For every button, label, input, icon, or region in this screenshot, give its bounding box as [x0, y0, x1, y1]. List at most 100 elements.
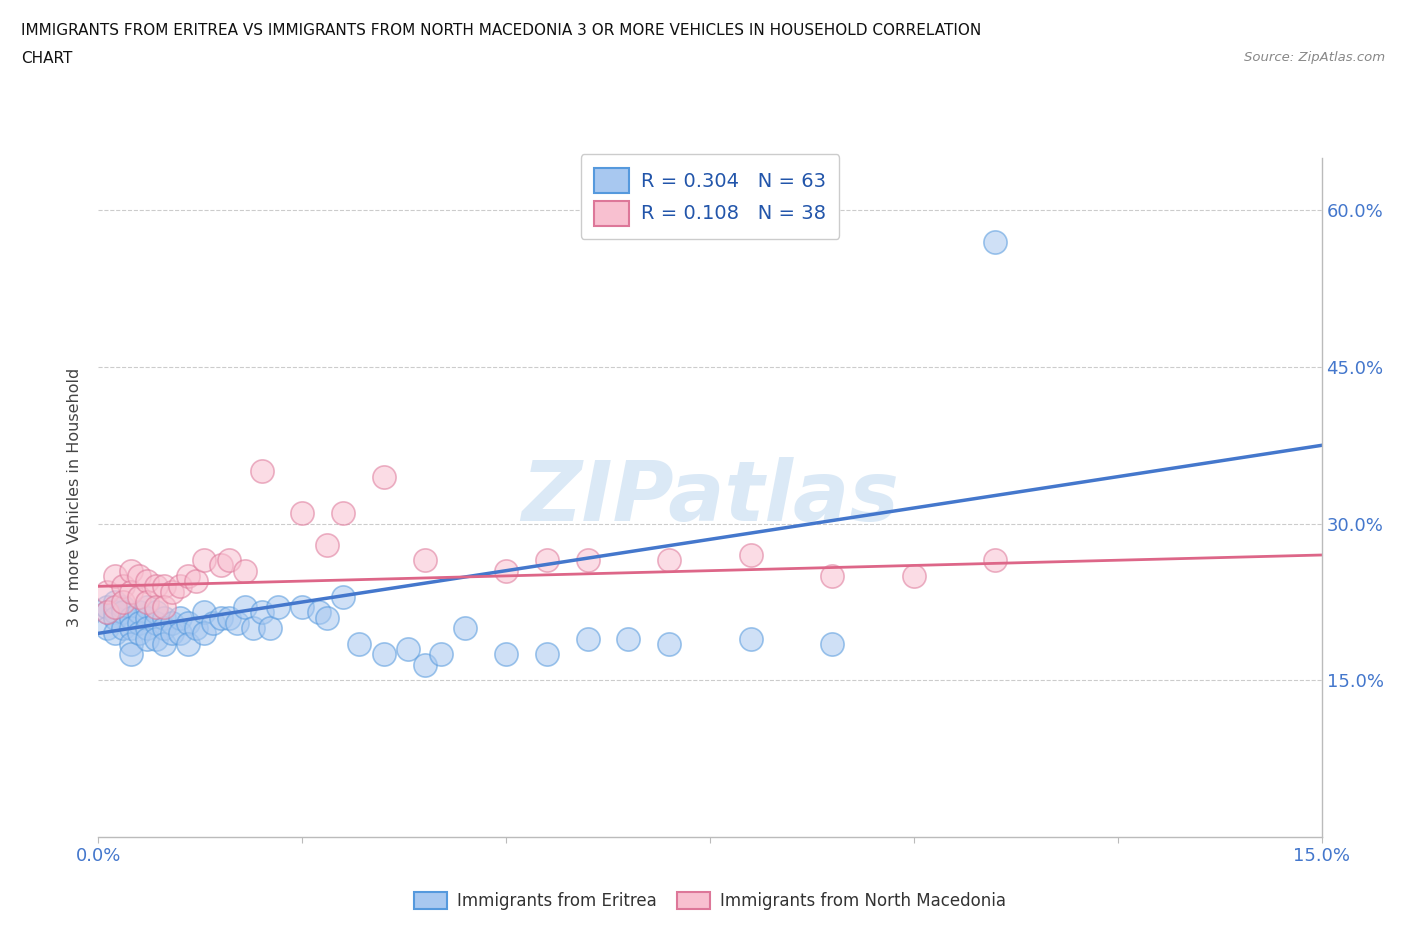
Point — [193, 552, 215, 567]
Point — [226, 616, 249, 631]
Point — [136, 594, 159, 609]
Point — [454, 620, 477, 635]
Point — [536, 552, 558, 567]
Text: CHART: CHART — [21, 51, 73, 66]
Point — [120, 646, 142, 661]
Point — [201, 616, 224, 631]
Point — [160, 626, 183, 641]
Point — [152, 600, 174, 615]
Point — [111, 578, 134, 593]
Point — [242, 620, 264, 635]
Point — [104, 626, 127, 641]
Point — [430, 646, 453, 661]
Point — [96, 600, 118, 615]
Point — [96, 605, 118, 620]
Point — [267, 600, 290, 615]
Point — [96, 620, 118, 635]
Point — [145, 631, 167, 646]
Point — [104, 605, 127, 620]
Point — [104, 600, 127, 615]
Point — [576, 552, 599, 567]
Point — [120, 610, 142, 625]
Point — [120, 620, 142, 635]
Point — [740, 548, 762, 563]
Point — [120, 564, 142, 578]
Point — [315, 610, 337, 625]
Text: IMMIGRANTS FROM ERITREA VS IMMIGRANTS FROM NORTH MACEDONIA 3 OR MORE VEHICLES IN: IMMIGRANTS FROM ERITREA VS IMMIGRANTS FR… — [21, 23, 981, 38]
Point — [740, 631, 762, 646]
Point — [136, 631, 159, 646]
Point — [128, 626, 150, 641]
Point — [177, 568, 200, 583]
Point — [104, 568, 127, 583]
Point — [145, 600, 167, 615]
Point — [160, 616, 183, 631]
Point — [209, 610, 232, 625]
Point — [145, 578, 167, 593]
Point — [413, 552, 436, 567]
Point — [111, 594, 134, 609]
Y-axis label: 3 or more Vehicles in Household: 3 or more Vehicles in Household — [67, 368, 83, 627]
Point — [145, 616, 167, 631]
Point — [821, 636, 844, 651]
Point — [658, 636, 681, 651]
Point — [332, 590, 354, 604]
Point — [152, 578, 174, 593]
Point — [233, 600, 256, 615]
Point — [136, 574, 159, 589]
Point — [218, 610, 240, 625]
Point — [128, 590, 150, 604]
Point — [332, 506, 354, 521]
Point — [250, 605, 273, 620]
Point — [177, 616, 200, 631]
Point — [495, 564, 517, 578]
Point — [495, 646, 517, 661]
Point — [136, 600, 159, 615]
Point — [152, 620, 174, 635]
Point — [152, 610, 174, 625]
Point — [349, 636, 371, 651]
Point — [536, 646, 558, 661]
Point — [193, 605, 215, 620]
Point — [291, 506, 314, 521]
Point — [984, 234, 1007, 249]
Point — [373, 470, 395, 485]
Point — [576, 631, 599, 646]
Point — [373, 646, 395, 661]
Point — [250, 464, 273, 479]
Point — [104, 610, 127, 625]
Point — [104, 594, 127, 609]
Point — [128, 568, 150, 583]
Point — [136, 610, 159, 625]
Point — [128, 616, 150, 631]
Point — [186, 620, 208, 635]
Point — [152, 636, 174, 651]
Point — [315, 538, 337, 552]
Point — [193, 626, 215, 641]
Text: Source: ZipAtlas.com: Source: ZipAtlas.com — [1244, 51, 1385, 64]
Point — [128, 605, 150, 620]
Point — [984, 552, 1007, 567]
Point — [169, 626, 191, 641]
Point — [903, 568, 925, 583]
Point — [259, 620, 281, 635]
Point — [169, 578, 191, 593]
Point — [160, 584, 183, 599]
Point — [145, 605, 167, 620]
Point — [209, 558, 232, 573]
Point — [821, 568, 844, 583]
Text: ZIPatlas: ZIPatlas — [522, 457, 898, 538]
Point — [218, 552, 240, 567]
Point — [136, 620, 159, 635]
Point — [111, 620, 134, 635]
Point — [186, 574, 208, 589]
Point — [169, 610, 191, 625]
Point — [111, 600, 134, 615]
Point — [617, 631, 640, 646]
Point — [120, 584, 142, 599]
Legend: Immigrants from Eritrea, Immigrants from North Macedonia: Immigrants from Eritrea, Immigrants from… — [408, 885, 1012, 917]
Point — [308, 605, 330, 620]
Point — [120, 636, 142, 651]
Point — [111, 605, 134, 620]
Point — [177, 636, 200, 651]
